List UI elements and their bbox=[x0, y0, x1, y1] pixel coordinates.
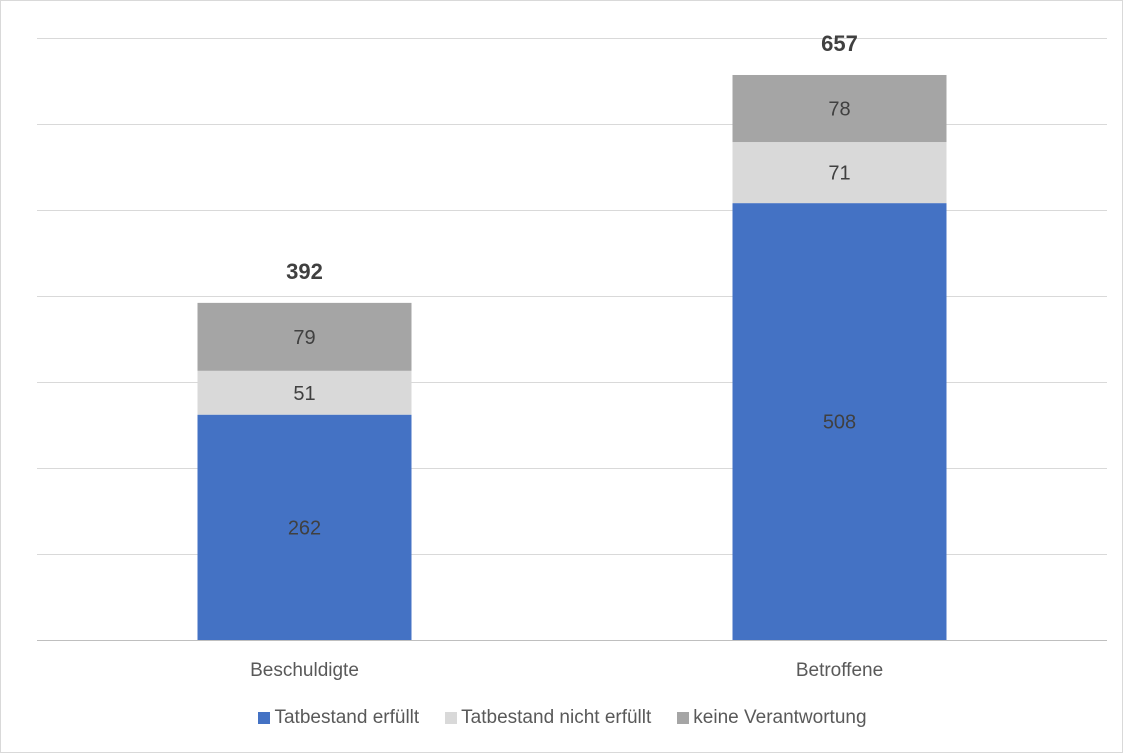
legend-item-tatbestand-erfuellt: Tatbestand erfüllt bbox=[258, 707, 419, 729]
data-label: 508 bbox=[823, 412, 856, 434]
data-label: 78 bbox=[828, 99, 850, 121]
legend-item-tatbestand-nicht-erfuellt: Tatbestand nicht erfüllt bbox=[445, 707, 651, 729]
data-label: 51 bbox=[293, 383, 315, 405]
legend-swatch bbox=[258, 712, 271, 724]
bar-segment bbox=[197, 302, 412, 371]
data-label: 79 bbox=[293, 327, 315, 349]
bar-segment bbox=[197, 370, 412, 415]
bar-segment bbox=[732, 142, 947, 204]
category-labels: Beschuldigte Betroffene bbox=[250, 660, 883, 681]
data-label: 262 bbox=[288, 517, 321, 539]
bar-segment bbox=[197, 414, 412, 640]
bar-segment bbox=[732, 203, 947, 640]
bar-segment bbox=[732, 74, 947, 143]
category-label: Beschuldigte bbox=[250, 660, 359, 681]
legend-label: Tatbestand nicht erfüllt bbox=[461, 707, 652, 728]
bars bbox=[197, 74, 947, 640]
stacked-bar-chart: 262 51 79 392 508 71 78 657 Beschuldigte Betroff… bbox=[37, 31, 1107, 681]
legend-swatch bbox=[445, 712, 458, 724]
category-label: Betroffene bbox=[796, 660, 883, 681]
legend-label: Tatbestand erfüllt bbox=[274, 707, 420, 728]
total-label: 657 bbox=[821, 31, 858, 56]
legend-label: keine Verantwortung bbox=[693, 707, 867, 728]
data-label: 71 bbox=[828, 163, 850, 185]
legend: Tatbestand erfüllt Tatbestand nicht erfü… bbox=[1, 707, 1123, 729]
total-label: 392 bbox=[286, 259, 323, 284]
data-labels: 262 51 79 392 508 71 78 657 bbox=[286, 31, 858, 539]
legend-item-keine-verantwortung: keine Verantwortung bbox=[677, 707, 867, 729]
legend-swatch bbox=[677, 712, 690, 724]
